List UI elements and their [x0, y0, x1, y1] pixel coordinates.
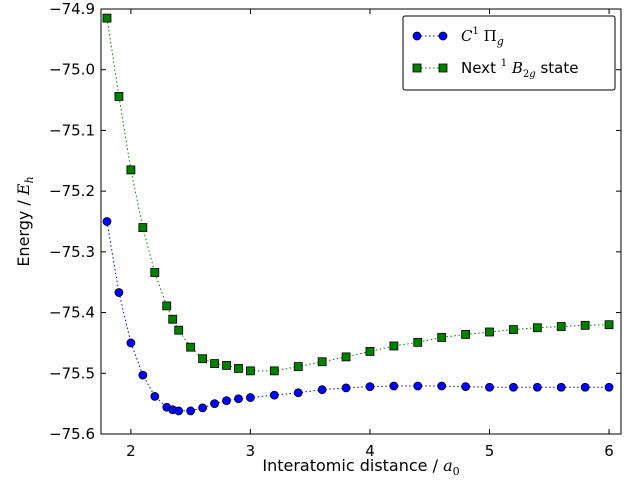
data-point	[198, 354, 208, 364]
legend-box	[402, 15, 616, 91]
data-point	[162, 301, 172, 311]
data-point	[150, 268, 160, 277]
data-point	[210, 359, 219, 368]
data-point	[186, 406, 196, 416]
data-point	[114, 92, 124, 101]
data-point	[532, 382, 542, 392]
data-point	[461, 382, 470, 392]
legend-marker	[438, 31, 448, 41]
data-point	[246, 366, 255, 376]
data-point	[222, 360, 231, 370]
x-tick-label: 2	[126, 442, 136, 460]
data-point	[509, 325, 518, 334]
data-point	[532, 323, 542, 333]
data-point	[293, 362, 303, 372]
x-tick-label: 4	[365, 442, 375, 460]
data-point	[114, 288, 124, 297]
tick-labels: 2 3 4 5 6 −74.9 −75.0 −75.1 −75.2 −75.3 −75.4 −75.5…	[49, 0, 614, 460]
data-point	[234, 364, 243, 373]
data-point	[604, 382, 614, 392]
data-point	[365, 347, 375, 356]
data-point	[198, 403, 208, 413]
data-point	[461, 330, 470, 339]
legend-marker	[438, 63, 448, 73]
data-point	[174, 325, 184, 335]
data-point	[413, 381, 423, 391]
data-point	[389, 381, 399, 391]
data-point	[413, 337, 423, 347]
data-point	[186, 342, 196, 352]
legend-marker	[412, 31, 422, 41]
data-point	[437, 333, 447, 342]
series-markers	[102, 13, 614, 416]
data-point	[222, 396, 231, 406]
data-point	[556, 382, 566, 392]
legend-label-next-b2g: Next 1 B2g state	[461, 58, 578, 80]
data-point	[210, 399, 219, 409]
axes-frame	[100, 8, 622, 435]
y-tick-label: −75.3	[49, 243, 95, 261]
y-tick-label: −75.5	[49, 364, 95, 382]
data-point	[437, 381, 447, 391]
data-point	[556, 322, 566, 331]
data-point	[126, 165, 136, 175]
data-point	[150, 391, 160, 401]
axis-ticks	[101, 8, 621, 435]
data-point	[174, 406, 184, 416]
data-point	[138, 223, 148, 232]
data-point	[126, 338, 136, 348]
data-point	[485, 327, 494, 337]
data-point	[341, 352, 351, 362]
y-tick-label: −75.6	[49, 425, 95, 443]
data-point	[389, 341, 399, 351]
x-tick-label: 6	[604, 442, 614, 460]
data-point	[485, 382, 494, 392]
data-point	[341, 383, 351, 393]
x-tick-label: 5	[485, 442, 495, 460]
data-point	[102, 217, 112, 226]
y-tick-label: −74.9	[49, 0, 95, 18]
y-axis-label: Energy / Eh	[14, 176, 36, 266]
legend: C1 Πg Next 1 B2g state	[402, 15, 616, 91]
y-tick-label: −75.2	[49, 182, 95, 200]
data-point	[138, 370, 148, 380]
data-point	[580, 382, 590, 392]
data-point	[580, 320, 590, 330]
y-tick-label: −75.4	[49, 304, 95, 322]
data-point	[317, 357, 327, 367]
data-point	[246, 393, 255, 402]
data-point	[293, 388, 303, 398]
data-point	[365, 382, 375, 392]
legend-entries	[412, 31, 448, 73]
x-tick-label: 3	[246, 442, 256, 460]
x-axis-label: Interatomic distance / a0	[262, 456, 459, 478]
data-point	[269, 390, 279, 400]
data-point	[269, 366, 279, 376]
data-point	[604, 320, 614, 330]
data-point	[317, 385, 327, 395]
data-point	[509, 382, 518, 392]
legend-label-c1pig: C1 Πg	[461, 26, 504, 48]
y-tick-label: −75.1	[49, 121, 95, 139]
legend-marker	[412, 63, 422, 73]
data-point	[102, 13, 112, 23]
data-point	[168, 314, 178, 324]
y-tick-label: −75.0	[49, 61, 95, 79]
data-point	[234, 394, 243, 404]
